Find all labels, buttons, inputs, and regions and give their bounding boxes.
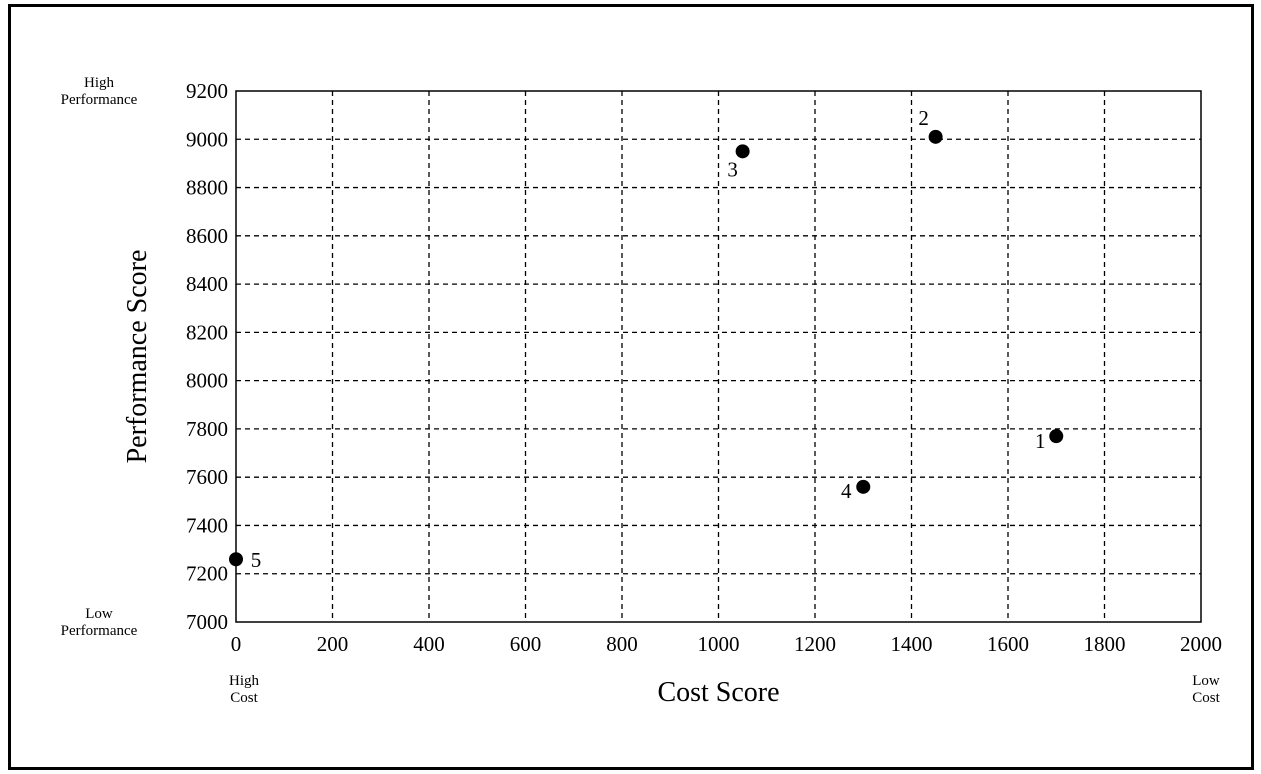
x-tick-label: 0 (231, 632, 242, 656)
data-point-label: 1 (1035, 429, 1046, 453)
grid-lines (236, 91, 1201, 622)
high-cost-label-line: Cost (230, 690, 258, 706)
high-cost-label-line: High (229, 673, 260, 689)
x-tick-label: 1600 (987, 632, 1029, 656)
data-point-1 (1049, 429, 1064, 444)
data-point-4 (856, 479, 871, 494)
x-tick-label: 1200 (794, 632, 836, 656)
low-performance-label: Low Performance (61, 606, 138, 639)
high-performance-label: High Performance (61, 75, 138, 108)
y-axis-title: Performance Score (122, 250, 153, 464)
data-point-label: 5 (251, 548, 262, 572)
y-tick-label: 9000 (186, 127, 228, 151)
x-tick-label: 800 (606, 632, 638, 656)
low-cost-label-line: Low (1192, 673, 1220, 689)
y-tick-labels: 7000 7200 7400 7600 7800 8000 8200 8400 8600 8800… (186, 79, 228, 634)
low-cost-label: Low Cost (1192, 673, 1220, 706)
high-performance-label-line: High (84, 75, 115, 91)
data-points: 1 2 3 4 5 (229, 106, 1064, 572)
y-tick-label: 8800 (186, 176, 228, 200)
x-tick-labels: 0 200 400 600 800 1000 1200 1400 1600 1800 2000 (231, 632, 1222, 656)
x-tick-label: 600 (510, 632, 542, 656)
y-tick-label: 8400 (186, 272, 228, 296)
chart-frame (8, 4, 1254, 770)
low-performance-label-line: Performance (61, 623, 138, 639)
y-tick-label: 7000 (186, 610, 228, 634)
high-performance-label-line: Performance (61, 92, 138, 108)
data-point-label: 3 (727, 157, 738, 181)
data-point-label: 4 (841, 479, 852, 503)
x-tick-label: 200 (317, 632, 349, 656)
low-cost-label-line: Cost (1192, 690, 1220, 706)
y-tick-label: 7800 (186, 417, 228, 441)
x-tick-label: 2000 (1180, 632, 1222, 656)
x-tick-label: 1000 (698, 632, 740, 656)
y-tick-label: 7400 (186, 513, 228, 537)
x-tick-label: 1800 (1084, 632, 1126, 656)
data-point-label: 2 (918, 106, 929, 130)
plot-area (235, 90, 1202, 623)
x-tick-label: 400 (413, 632, 445, 656)
y-tick-label: 9200 (186, 79, 228, 103)
data-point-5 (229, 552, 243, 567)
y-tick-label: 8000 (186, 369, 228, 393)
y-tick-label: 8600 (186, 224, 228, 248)
x-axis-title: Cost Score (657, 677, 779, 708)
y-tick-label: 8200 (186, 320, 228, 344)
data-point-3 (735, 144, 750, 159)
x-tick-label: 1400 (891, 632, 933, 656)
data-point-2 (928, 129, 943, 144)
y-tick-label: 7200 (186, 562, 228, 586)
low-performance-label-line: Low (85, 606, 113, 622)
high-cost-label: High Cost (229, 673, 260, 706)
y-tick-label: 7600 (186, 465, 228, 489)
